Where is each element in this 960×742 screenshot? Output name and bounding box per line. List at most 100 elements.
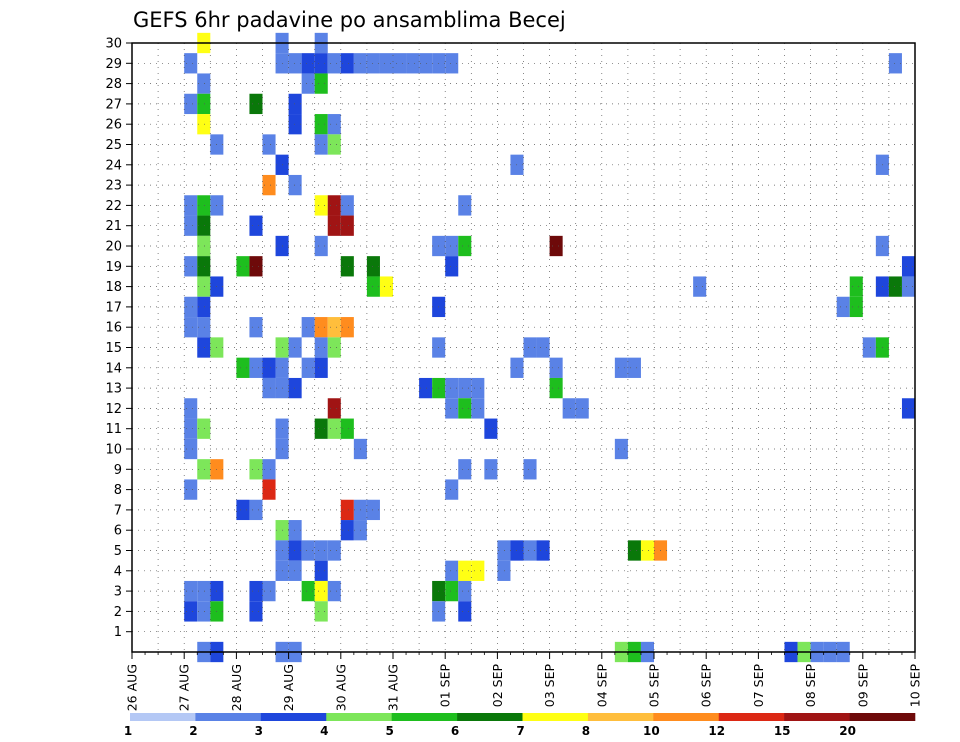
- heatmap-cell: [197, 195, 211, 216]
- heatmap-cell: [249, 256, 263, 277]
- heatmap-cell: [340, 520, 354, 541]
- heatmap-cell: [197, 256, 211, 277]
- chart-title: GEFS 6hr padavine po ansamblima Becej: [133, 8, 566, 32]
- heatmap-cell: [327, 195, 341, 216]
- heatmap-cell: [458, 459, 472, 480]
- heatmap-cell: [340, 418, 354, 439]
- x-tick-label: 02 SEP: [490, 664, 505, 708]
- x-tick-label: 30 AUG: [333, 664, 348, 711]
- heatmap-cell: [236, 256, 250, 277]
- colorbar-swatch: [260, 713, 327, 721]
- heatmap-cell: [445, 53, 459, 74]
- heatmap-cell: [314, 195, 328, 216]
- colorbar-label: 7: [516, 724, 524, 738]
- heatmap-cell: [366, 53, 380, 74]
- heatmap-cell: [549, 235, 563, 257]
- y-tick-label: 3: [114, 585, 122, 600]
- heatmap-cell: [236, 357, 250, 378]
- heatmap-cell: [419, 53, 433, 74]
- heatmap-cell: [197, 459, 211, 480]
- heatmap-cell: [523, 459, 537, 480]
- heatmap-cell: [562, 398, 576, 419]
- heatmap-cell: [458, 195, 472, 216]
- colorbar-label: 12: [708, 724, 725, 738]
- colorbar-swatch: [326, 713, 392, 721]
- y-tick-label: 27: [105, 97, 122, 112]
- heatmap-cell: [406, 53, 420, 74]
- y-tick-label: 15: [105, 341, 122, 356]
- heatmap-cell: [301, 580, 315, 602]
- x-tick-label: 04 SEP: [594, 664, 609, 708]
- heatmap-cell: [458, 560, 472, 581]
- heatmap-cell: [314, 357, 328, 378]
- heatmap-cell: [327, 215, 341, 236]
- heatmap-cell: [314, 418, 328, 439]
- heatmap-cell: [445, 377, 459, 399]
- heatmap-cell: [288, 174, 302, 196]
- heatmap-cell: [484, 459, 498, 480]
- y-tick-label: 19: [105, 260, 122, 275]
- heatmap-cell: [197, 418, 211, 439]
- heatmap-cell: [471, 560, 485, 581]
- heatmap-cell: [262, 357, 276, 378]
- heatmap-cell: [614, 438, 628, 460]
- heatmap-cell: [262, 377, 276, 399]
- colorbar-swatch: [718, 713, 785, 721]
- x-tick-label: 31 AUG: [386, 664, 401, 711]
- heatmap-cell: [249, 499, 263, 521]
- heatmap-cell: [366, 276, 380, 297]
- heatmap-cell: [327, 398, 341, 419]
- heatmap-cell: [340, 256, 354, 277]
- colorbar-swatch: [130, 713, 196, 721]
- heatmap-cell: [484, 418, 498, 439]
- heatmap-cell: [197, 215, 211, 236]
- heatmap-cell: [249, 93, 263, 115]
- heatmap-cell: [888, 53, 902, 74]
- heatmap-cell: [262, 459, 276, 480]
- x-tick-label: 01 SEP: [438, 664, 453, 708]
- y-tick-label: 8: [114, 483, 122, 498]
- heatmap-cell: [314, 540, 328, 561]
- y-tick-label: 11: [105, 422, 122, 437]
- heatmap-cell: [327, 418, 341, 439]
- heatmap-cell: [314, 134, 328, 155]
- x-tick-label: 26 AUG: [125, 664, 140, 711]
- y-tick-label: 29: [105, 57, 122, 72]
- heatmap-cell: [497, 540, 511, 561]
- colorbar-swatch: [587, 713, 654, 721]
- heatmap-cell: [197, 276, 211, 297]
- y-tick-label: 5: [114, 544, 122, 559]
- heatmap-cell: [314, 235, 328, 257]
- heatmap-cell: [327, 337, 341, 358]
- heatmap-cell: [849, 296, 863, 318]
- heatmap-cell: [184, 215, 198, 236]
- heatmap-cell: [184, 256, 198, 277]
- heatmap-cell: [314, 560, 328, 581]
- heatmap-cell: [314, 317, 328, 338]
- x-tick-label: 05 SEP: [647, 664, 662, 708]
- x-tick-label: 09 SEP: [855, 664, 870, 708]
- colorbar-label: 10: [643, 724, 660, 738]
- heatmap-cell: [197, 296, 211, 318]
- x-tick-label: 08 SEP: [803, 664, 818, 708]
- colorbar-swatch: [195, 713, 262, 721]
- y-tick-label: 18: [105, 280, 122, 295]
- heatmap-cell: [184, 317, 198, 338]
- colorbar-label: 8: [582, 724, 590, 738]
- heatmap-cell: [197, 93, 211, 115]
- heatmap-cell: [184, 601, 198, 622]
- heatmap-cell: [497, 560, 511, 581]
- heatmap-cell: [445, 580, 459, 602]
- heatmap-cell: [340, 317, 354, 338]
- x-tick-label: 06 SEP: [699, 664, 714, 708]
- heatmap-cell: [327, 53, 341, 74]
- heatmap-cell: [301, 317, 315, 338]
- x-tick-label: 28 AUG: [229, 664, 244, 711]
- y-tick-label: 13: [105, 382, 122, 397]
- heatmap-cell: [340, 215, 354, 236]
- heatmap-cell: [458, 235, 472, 257]
- heatmap-cell: [197, 114, 211, 135]
- heatmap-cell: [249, 215, 263, 236]
- colorbar-label: 15: [774, 724, 791, 738]
